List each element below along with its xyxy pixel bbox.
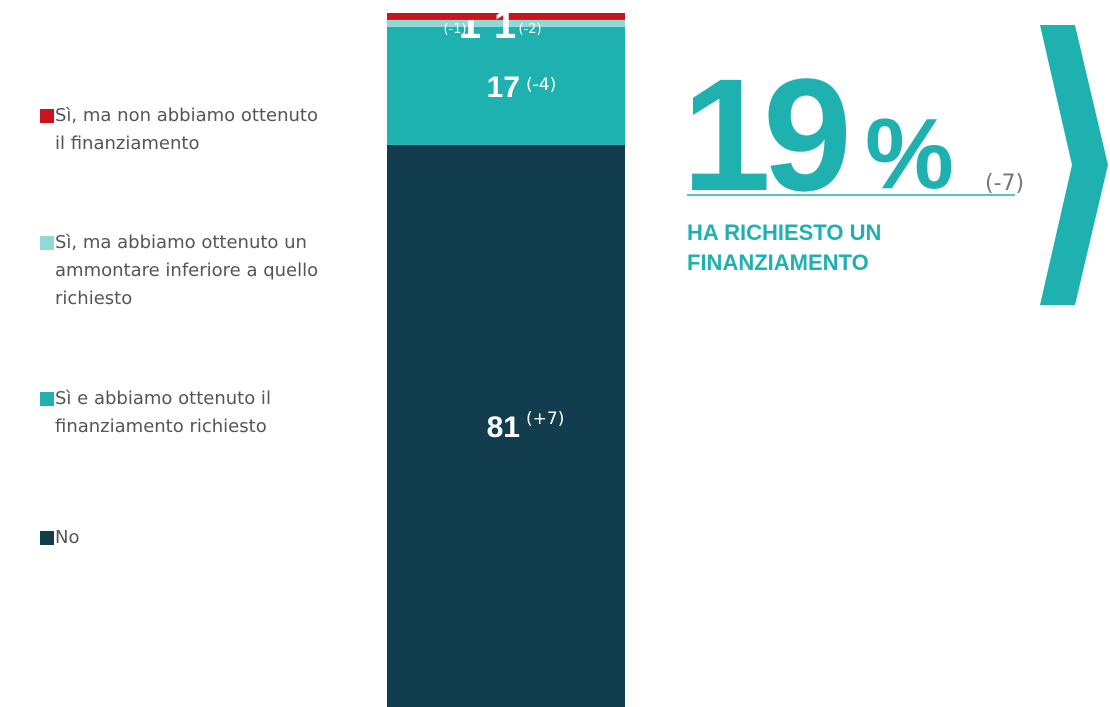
bar-segment — [387, 19, 625, 27]
legend-label: Sì, ma abbiamo ottenuto un ammontare inf… — [55, 232, 319, 309]
change-label: (-2) — [518, 22, 541, 37]
change-label: (+7) — [526, 409, 564, 429]
bar-segment — [387, 26, 625, 145]
legend-swatch — [40, 392, 54, 406]
value-label: 1 — [494, 3, 516, 47]
legend-swatch — [40, 236, 54, 250]
legend-swatch — [40, 531, 54, 545]
bar-segment — [387, 13, 625, 20]
highlight-unit: % — [865, 98, 954, 210]
bar-segment — [387, 144, 625, 707]
change-label: (-1) — [443, 22, 466, 37]
legend-label: Sì e abbiamo ottenuto il finanziamento r… — [55, 388, 271, 437]
legend-item: Sì, ma non abbiamo ottenuto il finanziam… — [40, 102, 330, 158]
highlight-value: 19 — [682, 45, 847, 224]
legend-label: No — [55, 527, 80, 548]
legend-label: Sì, ma non abbiamo ottenuto il finanziam… — [55, 105, 318, 154]
highlight-change: (-7) — [985, 171, 1024, 196]
highlight-label: HA RICHIESTO UN FINANZIAMENTO — [687, 220, 887, 275]
legend-swatch — [40, 109, 54, 123]
change-label: (-4) — [526, 75, 556, 95]
legend-item: Sì e abbiamo ottenuto il finanziamento r… — [40, 385, 330, 441]
legend-item: Sì, ma abbiamo ottenuto un ammontare inf… — [40, 229, 330, 313]
chevron — [1040, 25, 1108, 305]
legend-item: No — [40, 524, 330, 552]
value-label: 17 — [487, 71, 520, 104]
value-label: 81 — [487, 411, 520, 444]
